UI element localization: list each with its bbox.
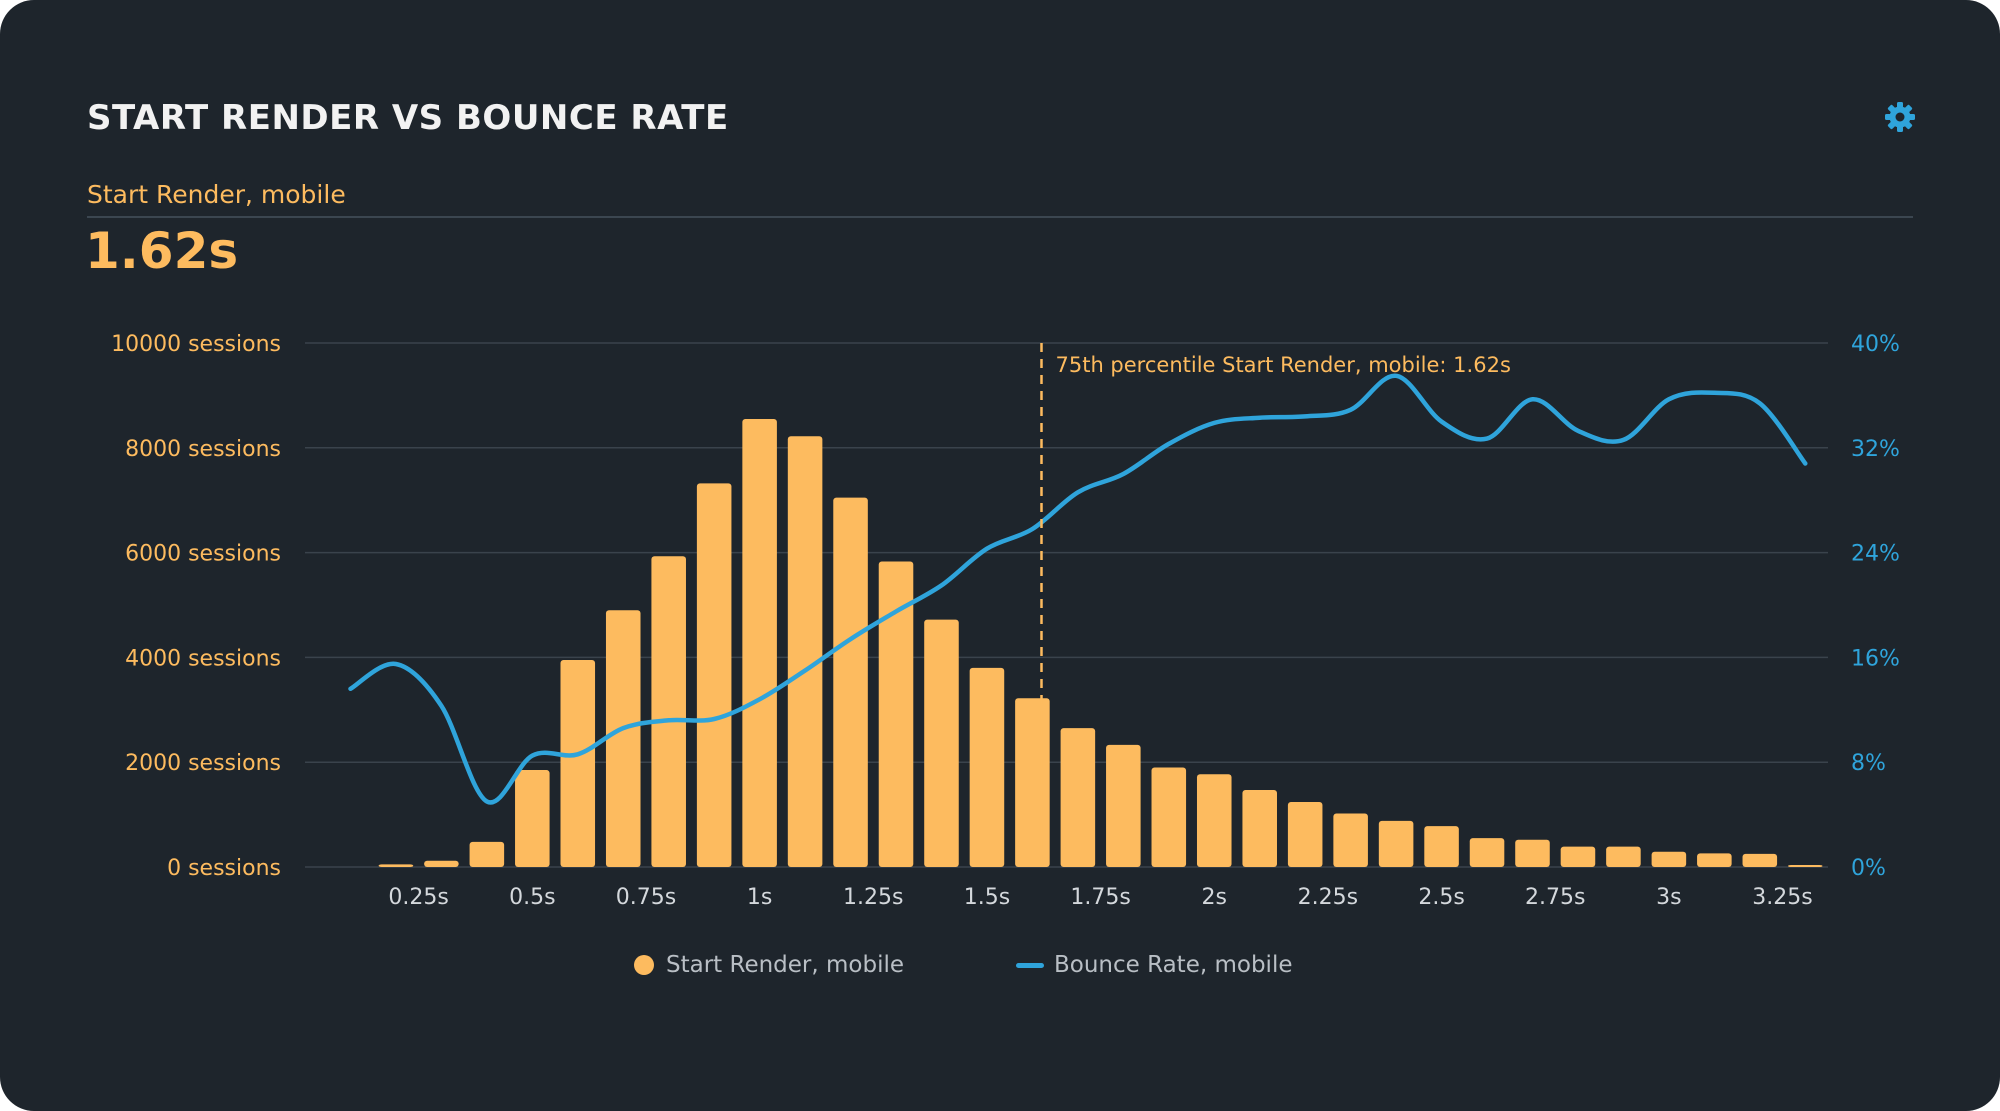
bar [696, 483, 732, 867]
metric-label: Start Render, mobile [87, 180, 346, 209]
bar [378, 864, 414, 867]
x-tick-label: 1.25s [843, 885, 903, 910]
y-left-tick-label: 8000 sessions [125, 437, 281, 462]
bar [560, 660, 596, 867]
bar [878, 561, 914, 867]
bar [924, 619, 959, 867]
legend-item-bars[interactable]: Start Render, mobile [634, 950, 904, 980]
bar [1287, 802, 1323, 867]
bar [1242, 789, 1277, 867]
bar [969, 667, 1005, 867]
bar [1651, 851, 1687, 867]
bar [469, 841, 505, 867]
bar [1333, 813, 1368, 867]
y-right-tick-label: 16% [1851, 646, 1900, 671]
x-tick-label: 2.75s [1525, 885, 1585, 910]
chart-title: START RENDER VS BOUNCE RATE [87, 98, 729, 138]
x-tick-label: 1.5s [964, 885, 1010, 910]
x-tick-label: 0.25s [388, 885, 448, 910]
y-right-tick-label: 40% [1851, 332, 1900, 357]
x-tick-label: 3.25s [1752, 885, 1812, 910]
bar [1469, 838, 1505, 867]
legend-label-line: Bounce Rate, mobile [1054, 952, 1293, 978]
bar [651, 556, 686, 867]
legend-label-bars: Start Render, mobile [666, 952, 905, 978]
y-left-tick-label: 6000 sessions [125, 542, 281, 567]
percentile-marker-label: 75th percentile Start Render, mobile: 1.… [1055, 353, 1510, 377]
y-left-tick-label: 10000 sessions [111, 332, 281, 357]
x-tick-label: 0.75s [616, 885, 676, 910]
bar [1106, 744, 1141, 867]
bar [1697, 853, 1732, 867]
bar [1378, 820, 1414, 867]
y-right-tick-label: 0% [1851, 856, 1886, 881]
divider [87, 216, 1913, 218]
bar [742, 418, 777, 867]
y-right-tick-label: 32% [1851, 437, 1900, 462]
legend-item-line[interactable]: Bounce Rate, mobile [1016, 950, 1292, 980]
gear-icon[interactable] [1884, 101, 1916, 133]
x-tick-label: 1.75s [1070, 885, 1130, 910]
x-tick-label: 3s [1656, 885, 1681, 910]
x-tick-label: 2s [1202, 885, 1227, 910]
x-tick-label: 0.5s [509, 885, 555, 910]
y-left-tick-label: 4000 sessions [125, 646, 281, 671]
bar [424, 860, 459, 867]
bar [1060, 728, 1096, 867]
bar [787, 436, 823, 867]
bar [1196, 774, 1232, 867]
x-tick-label: 2.25s [1298, 885, 1358, 910]
bar [1151, 767, 1187, 867]
bar [1515, 839, 1550, 867]
y-left-tick-label: 2000 sessions [125, 751, 281, 776]
legend-swatch-line [1016, 962, 1044, 968]
bar [833, 497, 868, 867]
bar [515, 770, 550, 867]
y-right-tick-label: 8% [1851, 751, 1886, 776]
x-tick-label: 2.5s [1418, 885, 1464, 910]
bar [605, 610, 641, 867]
y-left-tick-label: 0 sessions [167, 856, 281, 881]
bar [1742, 853, 1778, 867]
metric-value: 1.62s [85, 222, 239, 280]
bar [1787, 865, 1823, 867]
legend-swatch-bars [634, 955, 654, 975]
bar [1424, 826, 1459, 867]
bar [1015, 698, 1050, 867]
y-right-tick-label: 24% [1851, 542, 1900, 567]
bounce-rate-line [348, 373, 1808, 805]
x-tick-label: 1s [747, 885, 772, 910]
bar [1606, 846, 1641, 867]
bar [1560, 846, 1596, 867]
